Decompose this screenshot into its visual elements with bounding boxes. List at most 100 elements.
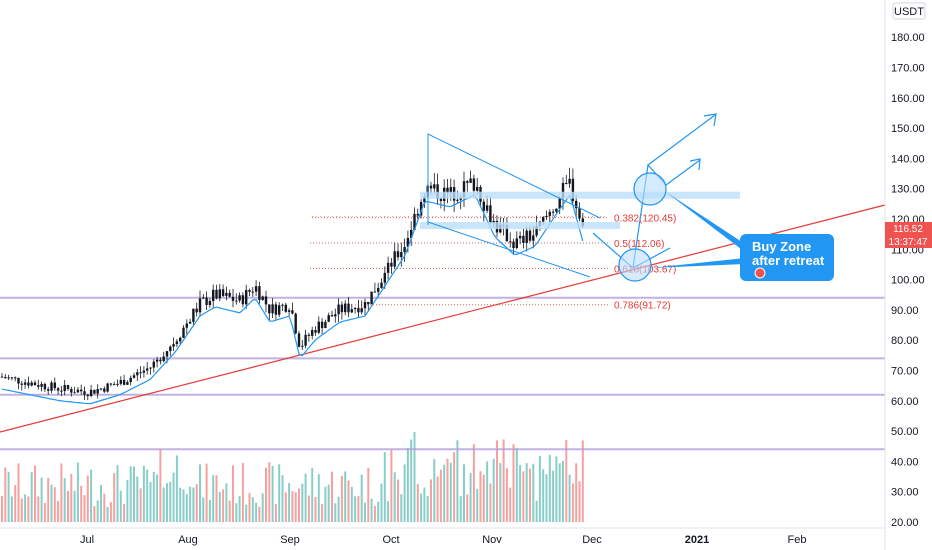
volume-bar xyxy=(360,474,363,522)
candle-body xyxy=(83,391,86,395)
volume-bar xyxy=(60,463,63,522)
candle-body xyxy=(320,321,324,329)
candle-body xyxy=(225,292,228,296)
candle-body xyxy=(7,377,10,379)
volume-bar xyxy=(321,503,324,522)
candle-body xyxy=(525,230,528,243)
volume-bar xyxy=(307,495,310,522)
volume-bar xyxy=(314,496,317,522)
volume-bar xyxy=(235,503,238,522)
volume-bar xyxy=(129,466,132,522)
fib-level-label: 0.5(112.06) xyxy=(614,239,664,250)
candle-body xyxy=(578,208,581,219)
volume-bar xyxy=(205,463,208,522)
volume-bar xyxy=(367,467,370,522)
volume-bar xyxy=(20,498,23,522)
candle-body xyxy=(512,241,515,249)
volume-bar xyxy=(152,471,155,522)
candle-body xyxy=(73,392,76,394)
volume-bar xyxy=(416,484,419,522)
candle-body xyxy=(261,296,264,301)
candle-body xyxy=(10,377,14,379)
volume-bar xyxy=(70,473,73,522)
volume-bar xyxy=(456,440,459,522)
volume-bar xyxy=(373,505,376,522)
candle-body xyxy=(522,235,525,243)
candle-body xyxy=(413,213,416,230)
currency-label: USDT xyxy=(894,6,924,18)
candle-body xyxy=(182,327,185,338)
candle-body xyxy=(545,215,548,218)
candle-body xyxy=(386,262,390,273)
volume-bar xyxy=(294,492,297,522)
candle-body xyxy=(96,389,99,394)
volume-bar xyxy=(380,483,383,522)
volume-bar xyxy=(172,472,175,522)
volume-bar xyxy=(370,498,373,522)
candle-body xyxy=(360,308,363,313)
candle-body xyxy=(357,307,360,313)
volume-bar xyxy=(581,440,584,522)
volume-bar xyxy=(268,462,271,522)
volume-bar xyxy=(571,483,574,522)
volume-bar xyxy=(327,484,330,522)
candle-body xyxy=(103,388,106,392)
candle-body xyxy=(561,183,565,199)
candle-body xyxy=(195,308,198,313)
x-tick-label: Aug xyxy=(178,534,198,546)
volume-bar xyxy=(324,486,327,522)
volume-bar xyxy=(215,475,218,522)
candle-body xyxy=(287,310,291,312)
candle-body xyxy=(396,251,400,258)
candle-body xyxy=(192,308,195,322)
volume-bar xyxy=(1,496,3,522)
candle-body xyxy=(370,291,373,305)
candle-body xyxy=(363,301,367,309)
volume-bar xyxy=(96,500,99,522)
candle-body xyxy=(324,321,327,329)
candle-body xyxy=(185,323,188,328)
candle-body xyxy=(146,368,149,371)
buy-zone-callout[interactable]: Buy Zone after retreat xyxy=(740,234,834,281)
volume-bar xyxy=(489,483,492,522)
candle-body xyxy=(334,314,337,317)
y-tick-label: 20.00 xyxy=(891,517,919,529)
candle-body xyxy=(380,282,383,288)
candle-body xyxy=(205,297,208,306)
arrow-up-icon xyxy=(647,114,716,166)
volume-bar xyxy=(10,496,13,522)
volume-bar xyxy=(162,487,165,522)
candle-body xyxy=(47,389,50,391)
volume-bar xyxy=(439,469,442,522)
volume-bar xyxy=(446,458,449,522)
candle-body xyxy=(509,241,512,243)
candle-body xyxy=(231,296,235,301)
volume-bar xyxy=(410,439,413,522)
volume-bar xyxy=(357,495,360,522)
volume-bar xyxy=(73,490,76,522)
price-axis[interactable]: 180.00170.00160.00150.00140.00130.00120.… xyxy=(891,32,925,529)
time-axis[interactable]: Jul Aug Sep Oct Nov Dec 2021 Feb xyxy=(80,534,807,546)
x-tick-label: Feb xyxy=(788,534,807,546)
candle-body xyxy=(317,321,320,333)
candle-body xyxy=(254,286,258,292)
volume-bar xyxy=(106,506,109,522)
candle-body xyxy=(446,187,449,193)
candle-body xyxy=(113,384,116,386)
volume-bar xyxy=(538,455,541,522)
candle-body xyxy=(4,377,7,379)
volume-bar xyxy=(258,506,261,522)
candle-body xyxy=(264,296,268,305)
volume-bar xyxy=(515,448,518,522)
volume-bar xyxy=(383,452,386,522)
candle-body xyxy=(311,330,314,336)
candle-body xyxy=(198,298,202,313)
volume-bar xyxy=(390,449,393,522)
volume-bar xyxy=(119,490,122,522)
volume-bar xyxy=(7,471,10,522)
chart-drawings xyxy=(420,113,745,282)
candle-body xyxy=(30,382,33,386)
candle-body xyxy=(330,315,334,317)
volume-bar xyxy=(90,469,93,522)
